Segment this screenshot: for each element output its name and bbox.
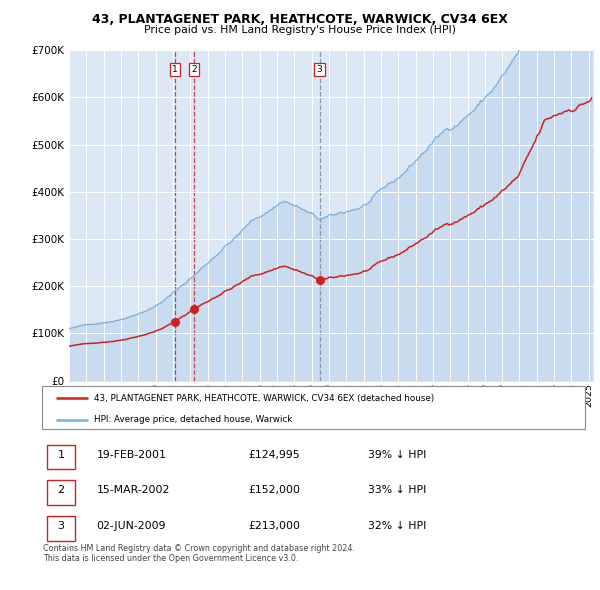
Text: £124,995: £124,995 [248, 450, 300, 460]
Text: 3: 3 [317, 65, 322, 74]
Text: 43, PLANTAGENET PARK, HEATHCOTE, WARWICK, CV34 6EX (detached house): 43, PLANTAGENET PARK, HEATHCOTE, WARWICK… [94, 394, 434, 403]
Text: 1: 1 [172, 65, 178, 74]
FancyBboxPatch shape [47, 516, 74, 540]
Text: 2: 2 [58, 486, 65, 495]
Text: HPI: Average price, detached house, Warwick: HPI: Average price, detached house, Warw… [94, 415, 292, 424]
Text: 02-JUN-2009: 02-JUN-2009 [97, 521, 166, 531]
Text: 43, PLANTAGENET PARK, HEATHCOTE, WARWICK, CV34 6EX: 43, PLANTAGENET PARK, HEATHCOTE, WARWICK… [92, 13, 508, 26]
Text: 3: 3 [58, 521, 65, 531]
Text: Contains HM Land Registry data © Crown copyright and database right 2024.
This d: Contains HM Land Registry data © Crown c… [43, 544, 355, 563]
Text: £152,000: £152,000 [248, 486, 301, 495]
Text: Price paid vs. HM Land Registry's House Price Index (HPI): Price paid vs. HM Land Registry's House … [144, 25, 456, 35]
Text: 19-FEB-2001: 19-FEB-2001 [97, 450, 166, 460]
Text: 33% ↓ HPI: 33% ↓ HPI [368, 486, 426, 495]
FancyBboxPatch shape [47, 445, 74, 470]
Text: 2: 2 [191, 65, 197, 74]
Text: 15-MAR-2002: 15-MAR-2002 [97, 486, 170, 495]
FancyBboxPatch shape [42, 386, 585, 429]
Text: £213,000: £213,000 [248, 521, 301, 531]
FancyBboxPatch shape [47, 480, 74, 505]
Text: 1: 1 [58, 450, 65, 460]
Text: 32% ↓ HPI: 32% ↓ HPI [368, 521, 426, 531]
Text: 39% ↓ HPI: 39% ↓ HPI [368, 450, 426, 460]
